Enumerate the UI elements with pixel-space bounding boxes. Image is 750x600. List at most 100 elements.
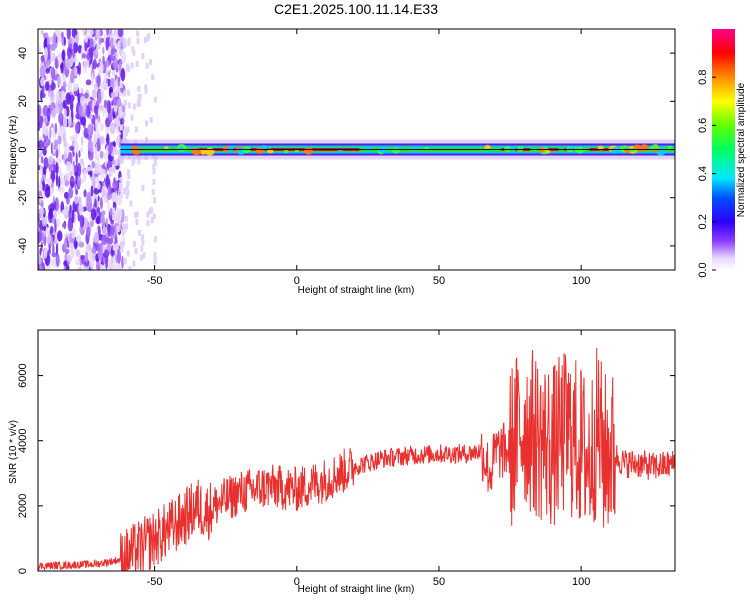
noise-blob	[75, 235, 82, 244]
noise-blob	[80, 254, 86, 261]
noise-blob	[113, 29, 117, 36]
noise-blob	[59, 125, 65, 137]
noise-blob	[109, 172, 112, 178]
noise-blob	[107, 237, 114, 245]
noise-blob	[50, 66, 56, 81]
noise-blob	[73, 41, 78, 54]
noise-blob	[60, 61, 64, 74]
noise-blob	[91, 174, 96, 189]
colorbar: 0.0 0.2 0.4 0.6 0.8 Normalized spectral ampl…	[697, 29, 747, 278]
noise-blob	[95, 116, 99, 131]
noise-blob	[84, 251, 89, 264]
noise-blob	[47, 249, 51, 255]
noise-blob	[101, 186, 106, 198]
noise-blob	[107, 142, 113, 155]
noise-blob	[144, 120, 148, 127]
noise-blob	[78, 201, 84, 216]
noise-blob	[102, 110, 105, 118]
noise-blob	[105, 36, 109, 51]
noise-blob	[109, 207, 113, 216]
noise-blob	[83, 189, 87, 198]
noise-blob	[63, 108, 67, 118]
noise-blob	[91, 72, 94, 87]
noise-blob	[123, 90, 127, 97]
noise-blob	[100, 37, 105, 43]
ridge-blob	[130, 145, 138, 152]
noise-blob	[112, 164, 116, 171]
spectrogram-y-label: Frequency (Hz)	[8, 116, 19, 185]
noise-blob	[40, 76, 45, 87]
noise-blob	[114, 80, 118, 87]
noise-blob	[91, 161, 96, 169]
noise-blob	[51, 170, 55, 184]
noise-blob	[39, 265, 43, 270]
ridge-blob	[268, 149, 274, 154]
noise-blob	[54, 122, 58, 134]
noise-blob	[57, 55, 63, 65]
noise-blob	[84, 33, 89, 43]
noise-blob	[119, 211, 123, 218]
spectrogram-y-tick-label: 0	[17, 146, 29, 152]
snr-x-tick-label: 100	[572, 576, 590, 588]
noise-blob	[153, 236, 157, 243]
noise-blob	[117, 29, 124, 38]
noise-blob	[89, 257, 95, 270]
noise-blob	[73, 140, 79, 154]
noise-blob	[112, 244, 116, 251]
snr-series-line	[38, 347, 675, 571]
noise-blob	[146, 211, 150, 218]
noise-blob	[44, 81, 49, 92]
noise-blob	[144, 87, 148, 94]
noise-blob	[87, 123, 94, 137]
noise-blob	[151, 189, 155, 196]
noise-blob	[106, 29, 110, 37]
noise-blob	[63, 260, 68, 267]
noise-blob	[38, 139, 44, 150]
noise-blob	[99, 264, 104, 270]
noise-blob	[52, 242, 55, 256]
noise-blob	[42, 147, 47, 156]
snr-y-tick-label: 6000	[17, 363, 29, 387]
noise-blob	[70, 177, 75, 183]
noise-blob	[58, 185, 65, 194]
noise-blob	[95, 165, 102, 173]
noise-blob	[51, 257, 57, 268]
noise-blob	[99, 61, 104, 74]
noise-blob	[52, 164, 57, 174]
noise-blob	[126, 180, 130, 187]
noise-blob	[137, 158, 141, 165]
noise-blob	[121, 129, 126, 139]
noise-blob	[97, 225, 101, 232]
noise-blob	[82, 169, 87, 183]
noise-blob	[48, 207, 53, 220]
spectrogram-y-tick-label: 40	[17, 47, 29, 59]
noise-blob	[137, 95, 141, 102]
noise-blob	[152, 163, 156, 170]
noise-blob	[62, 75, 67, 83]
noise-blob	[148, 208, 152, 215]
noise-blob	[50, 123, 54, 129]
noise-blob	[137, 85, 141, 92]
noise-blob	[62, 115, 68, 130]
noise-blob	[121, 105, 126, 113]
noise-blob	[74, 197, 79, 204]
noise-blob	[57, 75, 62, 87]
noise-blob	[40, 89, 43, 102]
noise-blob	[86, 104, 91, 118]
ridge-blob	[639, 144, 649, 152]
ridge-blob	[283, 149, 289, 154]
snr-x-ticks: -50 0 50 100	[147, 330, 590, 588]
noise-blob	[61, 209, 68, 216]
noise-blob	[153, 159, 157, 166]
noise-blob	[57, 230, 63, 242]
noise-blob	[79, 214, 85, 228]
noise-blob	[77, 92, 81, 104]
noise-blob	[94, 176, 100, 185]
figure-title: C2E1.2025.100.11.14.E33	[274, 1, 438, 17]
ridge-blob	[667, 145, 672, 150]
noise-blob	[86, 226, 91, 239]
noise-blob	[134, 211, 138, 218]
noise-blob	[97, 195, 100, 202]
noise-blob	[119, 81, 123, 88]
noise-blob	[38, 254, 42, 265]
